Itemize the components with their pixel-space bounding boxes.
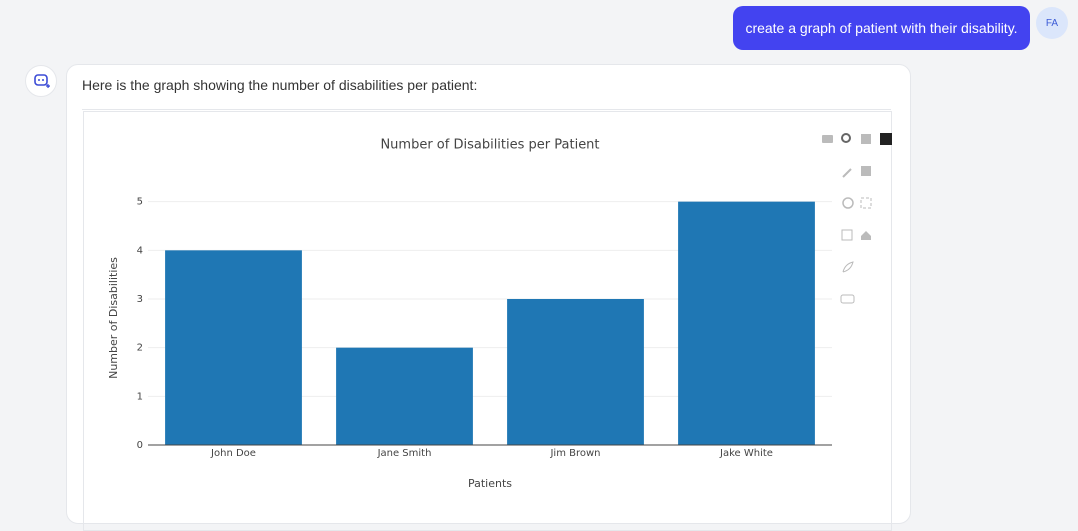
x-tick-label: John Doe: [210, 448, 256, 459]
user-avatar[interactable]: FA: [1036, 7, 1068, 39]
box-select-button[interactable]: [841, 229, 853, 241]
y-tick-label: 0: [137, 440, 143, 451]
camera-button[interactable]: [822, 135, 833, 143]
modebar: [822, 133, 892, 304]
zoom-button[interactable]: [841, 133, 851, 143]
bar: [336, 347, 473, 445]
x-axis-title: Patients: [468, 477, 512, 490]
zoom-in-button[interactable]: [842, 197, 854, 209]
zoom-out-button[interactable]: [861, 166, 871, 176]
y-axis-title: Number of Disabilities: [107, 257, 120, 379]
chart-title: Number of Disabilities per Patient: [380, 138, 599, 153]
draw-button[interactable]: [842, 168, 852, 178]
y-tick-label: 3: [137, 294, 143, 305]
pan-button[interactable]: [861, 134, 871, 144]
bar: [678, 201, 815, 445]
y-tick-label: 4: [137, 245, 143, 256]
x-tick-label: Jake White: [719, 448, 773, 459]
x-tick-label: Jim Brown: [549, 448, 600, 459]
bar: [507, 298, 644, 445]
page: create a graph of patient with their dis…: [25, 6, 1068, 531]
user-message: create a graph of patient with their dis…: [733, 6, 1030, 50]
divider: [82, 109, 891, 110]
y-tick-label: 2: [137, 343, 143, 354]
lasso-button[interactable]: [842, 261, 854, 273]
bot-icon: [25, 65, 57, 97]
bot-glyph: [34, 74, 50, 88]
erase-button[interactable]: [840, 294, 855, 304]
x-tick-label: Jane Smith: [377, 448, 432, 459]
y-tick-label: 5: [137, 197, 143, 208]
reset-button[interactable]: [861, 231, 871, 240]
autoscale-button[interactable]: [860, 197, 872, 209]
y-tick-label: 1: [137, 391, 143, 402]
response-text: Here is the graph showing the number of …: [82, 77, 478, 93]
plotly-logo[interactable]: [880, 133, 892, 145]
chart: Number of Disabilities per Patient Patie…: [107, 133, 892, 490]
bar: [165, 250, 302, 445]
